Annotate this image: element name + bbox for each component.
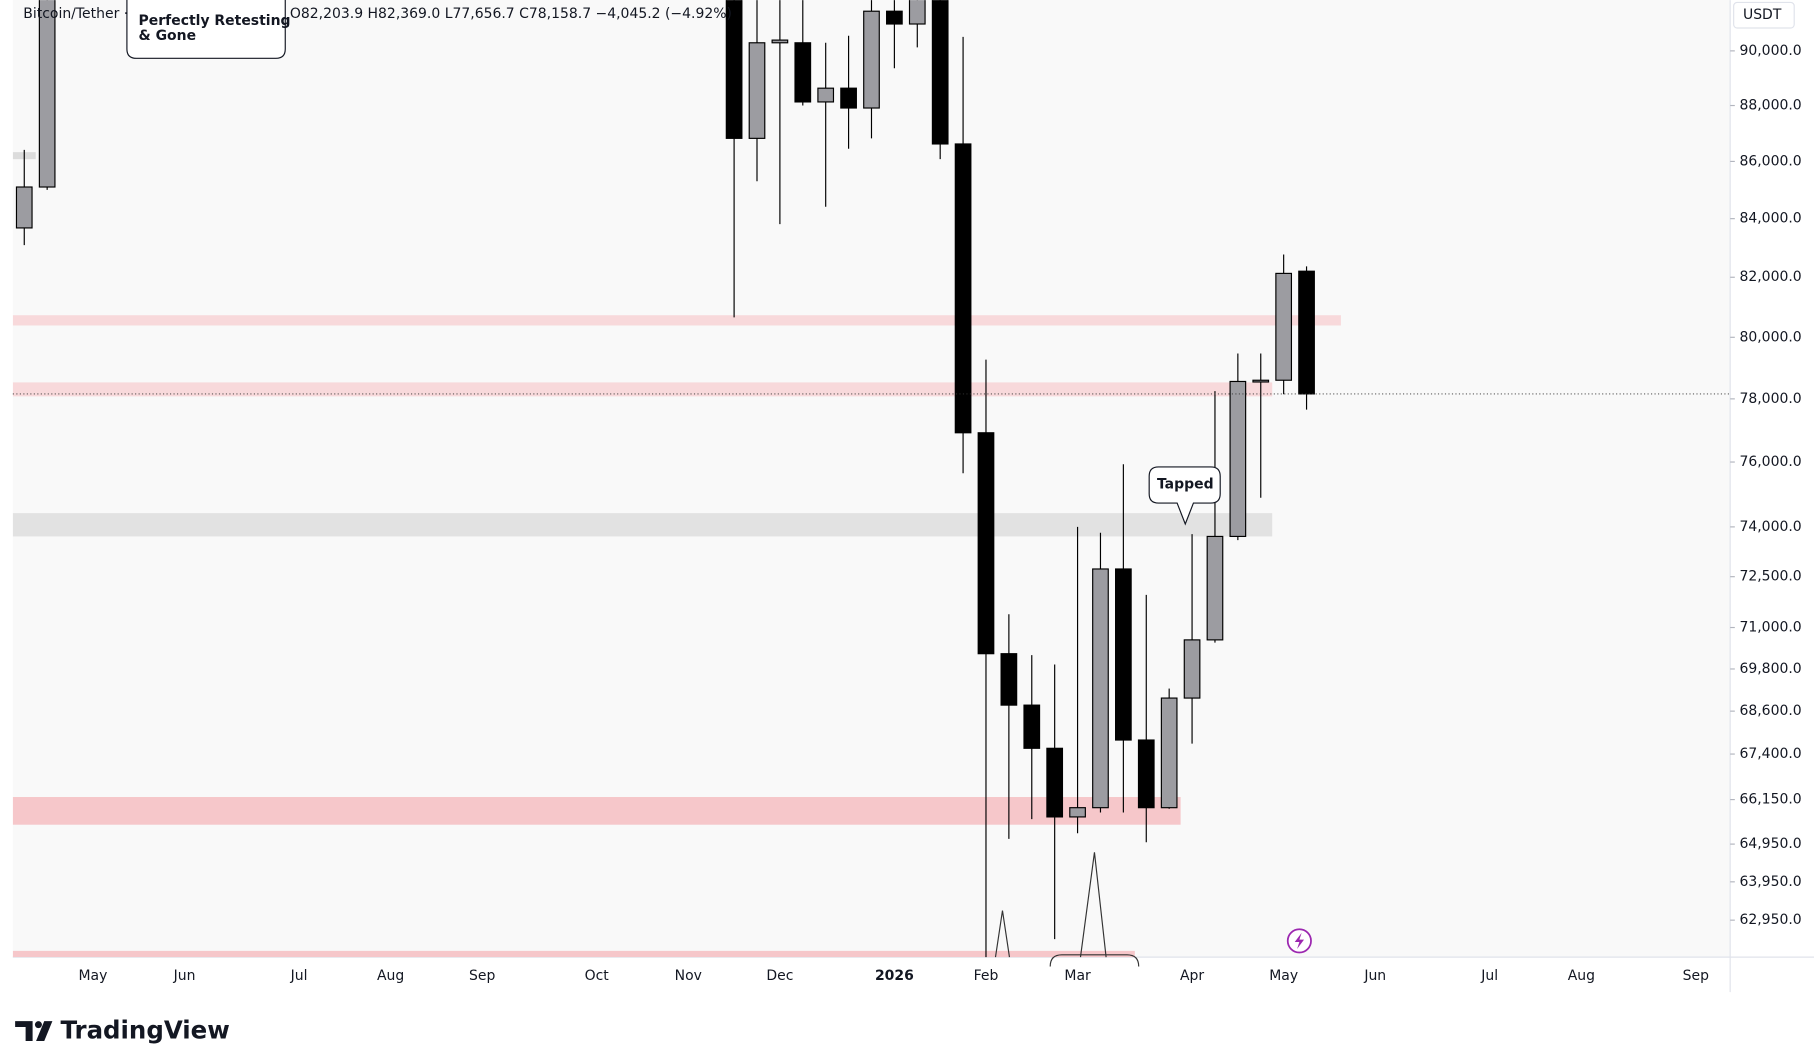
x-tick-label: Feb	[974, 968, 999, 984]
x-tick-label: Apr	[1180, 968, 1204, 984]
y-tick-label: 72,500.0	[1739, 569, 1801, 585]
candle-body	[977, 432, 995, 655]
candle-body	[38, 0, 56, 188]
candle-body	[1252, 379, 1270, 383]
candle-body	[1000, 653, 1018, 706]
x-tick-label: Aug	[377, 968, 404, 984]
x-tick-label: Aug	[1568, 968, 1595, 984]
x-tick-label: May	[1269, 968, 1298, 984]
y-tick-label: 66,150.0	[1739, 792, 1801, 808]
y-tick-label: 78,000.0	[1739, 391, 1801, 407]
sketch-shape	[1049, 954, 1140, 967]
y-tick-label: 68,600.0	[1739, 703, 1801, 719]
time-axis	[12, 957, 1814, 993]
candle-body	[817, 87, 835, 103]
candle-body	[1137, 739, 1155, 809]
zone	[12, 797, 1181, 825]
y-tick-label: 74,000.0	[1739, 519, 1801, 535]
x-tick-label: Dec	[766, 968, 793, 984]
callout-box	[1148, 466, 1221, 526]
brand-logo: TradingView	[15, 1016, 230, 1045]
y-tick-label: 69,800.0	[1739, 661, 1801, 677]
y-tick-label: 67,400.0	[1739, 746, 1801, 762]
candles	[15, 0, 1315, 958]
x-tick-label: Jul	[1480, 968, 1498, 984]
zone	[12, 513, 1273, 537]
candle-body	[1115, 568, 1132, 741]
candle-body	[1023, 704, 1041, 749]
y-tick-label: 86,000.0	[1739, 153, 1801, 169]
y-tick-label: 80,000.0	[1739, 329, 1801, 345]
x-tick-label: Jun	[1363, 968, 1386, 984]
y-tick-label: 64,950.0	[1739, 836, 1801, 852]
brand: TradingView	[61, 1016, 230, 1045]
zone	[12, 950, 1135, 958]
lightning-icon[interactable]	[1286, 928, 1312, 954]
y-tick-label: 76,000.0	[1739, 454, 1801, 470]
logo-mark	[15, 1021, 33, 1041]
currency-badge[interactable]	[1733, 1, 1795, 29]
sketch-line	[994, 910, 1011, 958]
candle-body	[1046, 747, 1064, 818]
x-tick-label: May	[79, 968, 108, 984]
candle-body	[1183, 639, 1201, 699]
ohlc-legend: O82,203.9 H82,369.0 L77,656.7 C78,158.7 …	[290, 6, 732, 22]
candle-body	[1206, 535, 1224, 641]
candle-body	[1298, 270, 1315, 395]
candle-body	[1160, 697, 1178, 809]
candle-body	[863, 10, 880, 109]
callout-box	[126, 0, 286, 59]
x-tick-label: Sep	[469, 968, 495, 984]
candle-body	[1229, 380, 1247, 538]
x-tick-label: Sep	[1683, 968, 1709, 984]
x-tick-label: 2026	[875, 968, 914, 984]
volume-sketch	[994, 852, 1140, 967]
y-tick-label: 88,000.0	[1739, 98, 1801, 114]
callout: Perfectly Retesting & Gone	[126, 0, 291, 59]
y-tick-label: 90,000.0	[1739, 43, 1801, 59]
candle-body	[748, 42, 766, 139]
y-tick-label: 62,950.0	[1739, 912, 1801, 928]
candle-body	[840, 87, 857, 109]
candle-body	[931, 0, 949, 145]
candle-body	[886, 10, 903, 25]
y-tick-label: 82,000.0	[1739, 269, 1801, 285]
candle-body	[1275, 272, 1293, 381]
logo-mark	[34, 1021, 42, 1029]
zone	[12, 315, 1341, 326]
x-tick-label: Oct	[585, 968, 610, 984]
x-tick-label: Jun	[173, 968, 196, 984]
icon-bolt[interactable]	[1294, 932, 1305, 949]
y-tick-label: 71,000.0	[1739, 620, 1801, 636]
sketch-line	[1079, 852, 1107, 958]
y-tick-label: 63,950.0	[1739, 874, 1801, 890]
candle-body	[794, 42, 812, 103]
y-tick-label: 84,000.0	[1739, 211, 1801, 227]
logo-mark	[36, 1021, 53, 1041]
candle-body	[954, 143, 972, 434]
callout-text: & Gone	[139, 28, 197, 44]
candle-body	[15, 186, 33, 229]
x-tick-label: Jul	[290, 968, 308, 984]
candle-body	[1069, 807, 1086, 818]
x-tick-label: Nov	[675, 968, 702, 984]
x-tick-label: Mar	[1064, 968, 1091, 984]
candle-body	[1092, 568, 1109, 809]
currency[interactable]: USDT	[1743, 7, 1782, 23]
callout: Tapped	[1148, 466, 1221, 526]
callout-text: Tapped	[1157, 476, 1214, 492]
candle-body	[908, 0, 926, 25]
candle-body	[771, 39, 789, 44]
callout-text: Perfectly Retesting	[139, 13, 291, 29]
candle-body	[725, 0, 743, 139]
